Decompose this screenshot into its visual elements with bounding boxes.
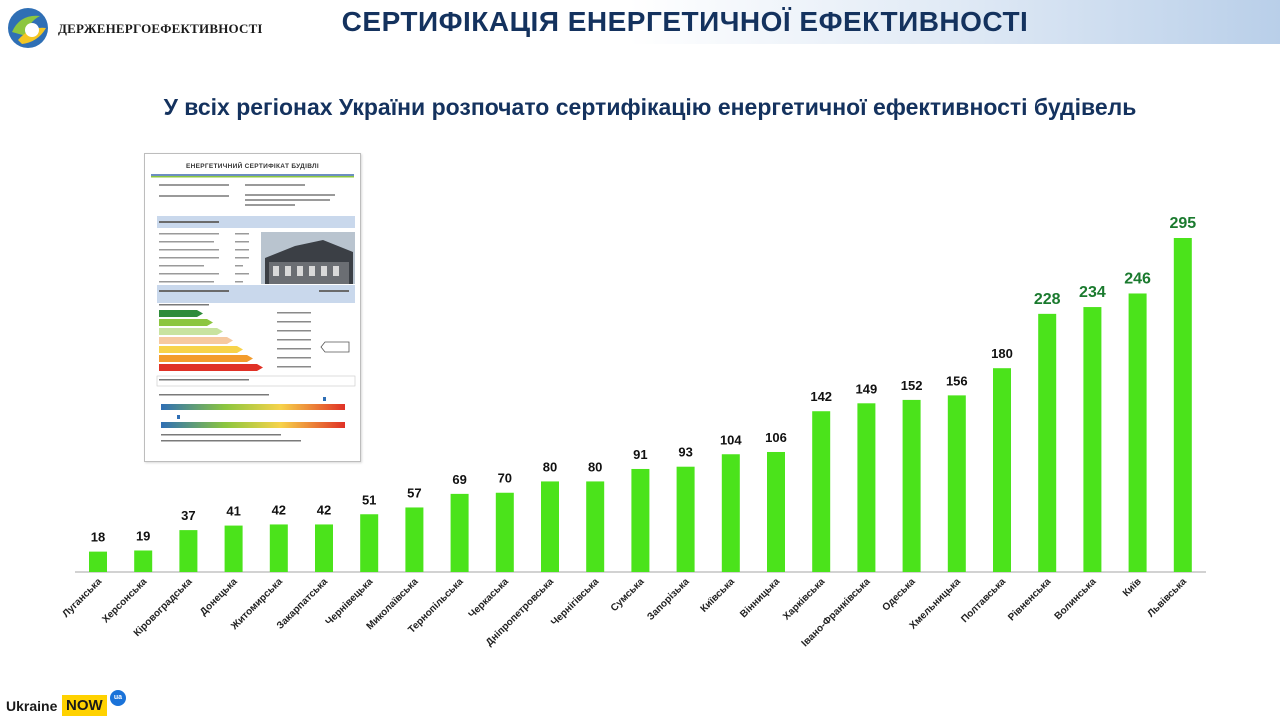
category-label: Запорізька — [645, 576, 692, 623]
bar-value-label: 69 — [452, 472, 466, 487]
bar-value-label: 91 — [633, 447, 647, 462]
bar — [902, 399, 921, 572]
bar — [495, 492, 514, 572]
footer-brand-ua: ua — [110, 690, 126, 706]
bar-value-label: 80 — [588, 459, 602, 474]
agency-name: ДЕРЖЕНЕРГОЕФЕКТИВНОСТІ — [58, 21, 263, 36]
category-label: Вінницька — [738, 576, 782, 620]
bar — [993, 368, 1011, 572]
bar-value-label: 106 — [765, 430, 787, 445]
bar-value-label: 80 — [543, 459, 557, 474]
footer-brand-now: NOW — [62, 695, 107, 716]
category-label: Львівська — [1146, 576, 1190, 620]
category-label: Херсонська — [100, 576, 149, 625]
bar — [269, 524, 288, 572]
bar-value-label: 246 — [1124, 270, 1151, 287]
bar — [767, 451, 785, 572]
category-label: Луганська — [61, 576, 105, 620]
category-label: Чернігівська — [549, 576, 601, 628]
bar-value-label: 70 — [498, 471, 512, 486]
agency-logo: ДЕРЖЕНЕРГОЕФЕКТИВНОСТІ — [6, 6, 263, 50]
bar — [1083, 307, 1102, 572]
value-labels: 18 19 37 41 42 42 51 57 69 70 80 80 91 93 104 106 142 149… — [91, 215, 1196, 545]
bar-value-label: 41 — [226, 504, 240, 519]
bar — [360, 514, 379, 572]
bar-value-label: 42 — [272, 502, 286, 517]
bar-value-label: 51 — [362, 492, 376, 507]
bar — [224, 525, 243, 572]
category-label: Київ — [1121, 576, 1144, 599]
bar-value-label: 57 — [407, 485, 421, 500]
bar — [134, 550, 153, 572]
bar-value-label: 180 — [991, 346, 1013, 361]
bar — [1173, 238, 1192, 572]
bar-series — [89, 238, 1192, 572]
bar-value-label: 42 — [317, 502, 331, 517]
bar — [450, 493, 469, 572]
bar — [812, 411, 831, 572]
category-label: Волинська — [1053, 576, 1099, 622]
bar — [631, 468, 650, 572]
bar — [179, 530, 198, 572]
certificate-title: ЕНЕРГЕТИЧНИЙ СЕРТИФІКАТ БУДІВЛІ — [185, 163, 320, 170]
bar-value-label: 152 — [901, 378, 923, 393]
page-subtitle: У всіх регіонах України розпочато сертиф… — [163, 94, 1137, 120]
category-label: Одеська — [881, 576, 918, 613]
title-band — [230, 0, 1280, 44]
bar-value-label: 37 — [181, 508, 195, 523]
bar-value-label: 234 — [1079, 284, 1106, 301]
bar-value-label: 93 — [678, 445, 692, 460]
bar — [586, 481, 605, 572]
bar-value-label: 228 — [1034, 291, 1061, 308]
agency-emblem-icon — [8, 8, 48, 48]
bar — [1128, 293, 1147, 572]
bar-value-label: 19 — [136, 528, 150, 543]
category-label: Харківська — [781, 576, 827, 622]
bar-value-label: 149 — [856, 381, 878, 396]
bar-value-label: 142 — [810, 389, 832, 404]
category-label: Київська — [699, 576, 738, 615]
bar — [405, 507, 424, 572]
bar — [1038, 313, 1057, 572]
category-label: Черкаська — [467, 576, 512, 621]
category-label: Донецька — [198, 576, 240, 618]
bar-value-label: 295 — [1169, 215, 1196, 232]
category-label: Сумська — [609, 576, 647, 614]
bar — [89, 551, 107, 572]
page-title: СЕРТИФІКАЦІЯ ЕНЕРГЕТИЧНОЇ ЕФЕКТИВНОСТІ — [341, 6, 1029, 37]
bar — [541, 481, 559, 572]
certificate-illustration — [151, 174, 356, 442]
bar — [315, 524, 333, 572]
bar-value-label: 104 — [720, 432, 742, 447]
bar-value-label: 156 — [946, 373, 968, 388]
bar — [721, 454, 740, 572]
ukraine-now-logo: Ukraine NOW ua — [6, 690, 136, 718]
certificate-image: ЕНЕРГЕТИЧНИЙ СЕРТИФІКАТ БУДІВЛІ — [144, 153, 361, 462]
category-label: Полтавська — [959, 576, 1008, 625]
bar — [676, 466, 695, 572]
bar — [857, 403, 876, 572]
bar-value-label: 18 — [91, 530, 105, 545]
footer-brand-word: Ukraine — [6, 698, 58, 714]
category-label: Рівненська — [1006, 576, 1053, 623]
bar — [947, 395, 966, 572]
